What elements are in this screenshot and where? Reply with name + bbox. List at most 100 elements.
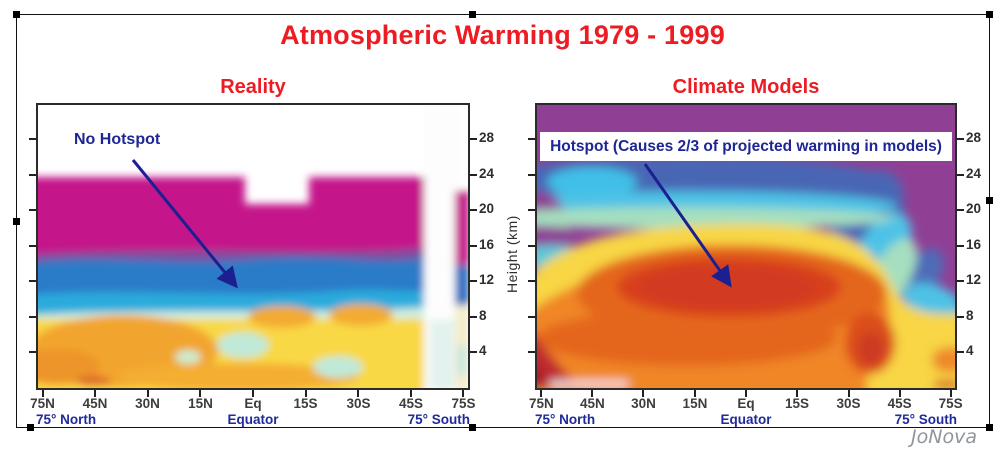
selection-handle-mid-left[interactable] bbox=[13, 218, 20, 225]
reality-heatmap-panel: No Hotspot bbox=[36, 103, 470, 390]
tick-mark bbox=[957, 174, 964, 176]
models-panel-title: Climate Models bbox=[672, 76, 820, 98]
selection-handle-bottom-left[interactable] bbox=[27, 424, 34, 431]
tick-mark bbox=[94, 390, 97, 397]
tick-mark bbox=[898, 390, 901, 397]
models-x-sublabels: 75° North Equator 75° South bbox=[535, 412, 957, 428]
tick-mark bbox=[528, 351, 535, 353]
x-tick-label: 15S bbox=[293, 396, 318, 411]
tick-mark bbox=[957, 316, 964, 318]
tick-mark bbox=[540, 390, 543, 397]
tick-mark bbox=[409, 390, 412, 397]
models-y-axis-left bbox=[527, 103, 535, 390]
y-tick-label: 8 bbox=[966, 308, 974, 323]
reality-y-axis-left bbox=[28, 103, 36, 390]
tick-mark bbox=[470, 209, 477, 211]
models-bottom-pale-strip bbox=[549, 381, 629, 387]
reality-magenta-band bbox=[38, 177, 427, 263]
selection-handle-top-right[interactable] bbox=[986, 11, 993, 18]
tick-mark bbox=[470, 174, 477, 176]
tick-mark bbox=[41, 390, 44, 397]
y-tick-label: 20 bbox=[966, 201, 982, 216]
x-tick-label: 15S bbox=[785, 396, 810, 411]
reality-panel-group: Reality bbox=[29, 76, 494, 427]
selection-handle-bottom-center[interactable] bbox=[469, 424, 476, 431]
height-axis-label: Height (km) bbox=[504, 215, 520, 293]
tick-mark bbox=[252, 390, 254, 397]
tick-mark bbox=[357, 390, 360, 397]
tick-mark bbox=[957, 280, 964, 282]
hotspot-label-band: Hotspot (Causes 2/3 of projected warming… bbox=[540, 132, 952, 161]
y-tick-label: 28 bbox=[966, 130, 982, 145]
tick-mark bbox=[528, 316, 535, 318]
tick-mark bbox=[462, 390, 465, 397]
tick-mark bbox=[528, 138, 535, 140]
x-tick-label: 45S bbox=[398, 396, 423, 411]
selection-handle-bottom-right[interactable] bbox=[986, 424, 993, 431]
tick-mark bbox=[957, 138, 964, 140]
x-sublabel-north: 75° North bbox=[36, 412, 97, 427]
tick-mark bbox=[29, 174, 36, 176]
tick-mark bbox=[29, 138, 36, 140]
reality-x-labels: 75N 45N 30N 15N Eq 15S 30S 45S 75S bbox=[30, 396, 475, 412]
tick-mark bbox=[528, 209, 535, 211]
tick-mark bbox=[29, 316, 36, 318]
hotspot-label: Hotspot (Causes 2/3 of projected warming… bbox=[550, 137, 942, 155]
x-sublabel-equator: Equator bbox=[720, 412, 772, 427]
tick-mark bbox=[528, 174, 535, 176]
tick-mark bbox=[304, 390, 307, 397]
reality-pale-spot-equator bbox=[217, 332, 269, 358]
tick-mark bbox=[957, 245, 964, 247]
credit-jonova: JoNova bbox=[911, 426, 977, 448]
x-tick-label: 75N bbox=[30, 396, 55, 411]
x-sublabel-north: 75° North bbox=[535, 412, 596, 427]
x-tick-label: 45N bbox=[580, 396, 605, 411]
figure-title: Atmospheric Warming 1979 - 1999 bbox=[280, 20, 725, 50]
tick-mark bbox=[470, 245, 477, 247]
models-heatmap bbox=[537, 105, 955, 388]
selection-handle-top-center[interactable] bbox=[469, 11, 476, 18]
tick-mark bbox=[470, 316, 477, 318]
x-tick-label: 45N bbox=[82, 396, 108, 411]
tick-mark bbox=[642, 390, 645, 397]
models-cyan-patch bbox=[547, 167, 637, 197]
selection-handle-mid-right[interactable] bbox=[986, 197, 993, 204]
x-tick-label: 30S bbox=[836, 396, 861, 411]
y-tick-label: 24 bbox=[966, 166, 982, 181]
x-sublabel-south: 75° South bbox=[407, 412, 470, 427]
x-tick-label: Eq bbox=[244, 396, 262, 411]
models-panel-group: Climate Models bbox=[528, 76, 981, 427]
y-tick-label: 12 bbox=[966, 272, 982, 287]
selection-handle-top-left[interactable] bbox=[13, 11, 20, 18]
reality-south-strip-magenta bbox=[455, 191, 468, 273]
tick-mark bbox=[29, 280, 36, 282]
tick-mark bbox=[470, 280, 477, 282]
x-tick-label: 75N bbox=[528, 396, 554, 411]
tick-mark bbox=[470, 351, 477, 353]
y-tick-label: 4 bbox=[479, 343, 487, 358]
x-tick-label: 15N bbox=[682, 396, 708, 411]
reality-x-sublabels: 75° North Equator 75° South bbox=[36, 412, 470, 428]
tick-mark bbox=[199, 390, 202, 397]
y-tick-label: 16 bbox=[966, 237, 982, 252]
tick-mark bbox=[745, 390, 747, 397]
tick-mark bbox=[29, 245, 36, 247]
reality-x-ticks bbox=[36, 390, 470, 397]
tick-mark bbox=[693, 390, 696, 397]
tick-mark bbox=[796, 390, 799, 397]
y-tick-label: 4 bbox=[966, 343, 974, 358]
x-tick-label: 30N bbox=[135, 396, 160, 411]
y-tick-label: 16 bbox=[479, 237, 495, 252]
models-x-labels: 75N 45N 30N 15N Eq 15S 30S 45S 75S bbox=[529, 396, 963, 412]
x-tick-label: 75S bbox=[938, 396, 963, 411]
x-tick-label: 30N bbox=[631, 396, 656, 411]
x-tick-label: 30S bbox=[346, 396, 371, 411]
tick-mark bbox=[528, 245, 535, 247]
tick-mark bbox=[591, 390, 594, 397]
tick-mark bbox=[957, 209, 964, 211]
y-tick-label: 8 bbox=[479, 308, 487, 323]
image-selection-frame[interactable] bbox=[13, 11, 993, 431]
tick-mark bbox=[470, 138, 477, 140]
models-y-axis-right: 28 24 20 16 12 8 4 bbox=[957, 103, 991, 390]
